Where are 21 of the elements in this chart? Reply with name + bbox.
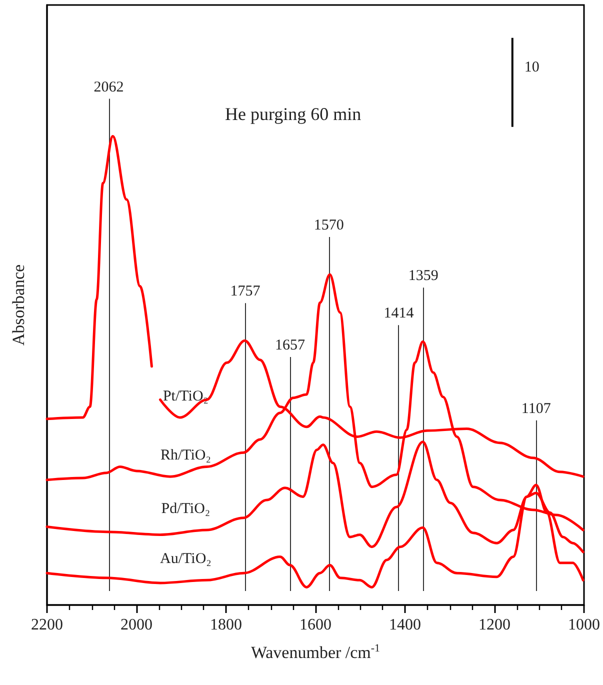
ref-line-label: 1570 (314, 218, 344, 234)
series-label: Rh/TiO₂ (160, 447, 211, 464)
series-label: Pd/TiO₂ (161, 500, 210, 517)
series-label: Au/TiO₂ (160, 551, 212, 568)
ref-line-label: 1657 (274, 338, 306, 354)
y-axis-title: Absorbance (9, 264, 28, 346)
series-label: Pt/TiO₂ (162, 388, 208, 404)
ref-line-label: 1414 (384, 306, 414, 322)
x-tick-label: 2000 (120, 616, 152, 634)
x-tick-label: 1000 (568, 616, 600, 634)
ref-line-label: 1107 (521, 400, 552, 417)
x-tick-label: 1400 (389, 616, 421, 634)
chart-title: He purging 60 min (225, 104, 362, 124)
ref-line-label: 1757 (230, 284, 261, 300)
x-tick-label: 1600 (300, 616, 332, 634)
text: 10 (524, 59, 540, 76)
x-tick-label: 1800 (210, 616, 242, 634)
x-tick-label: 2200 (31, 616, 63, 634)
x-tick-label: 1200 (478, 616, 510, 634)
ref-line-label: 1359 (408, 268, 438, 284)
ref-line-label: 2062 (94, 79, 124, 96)
